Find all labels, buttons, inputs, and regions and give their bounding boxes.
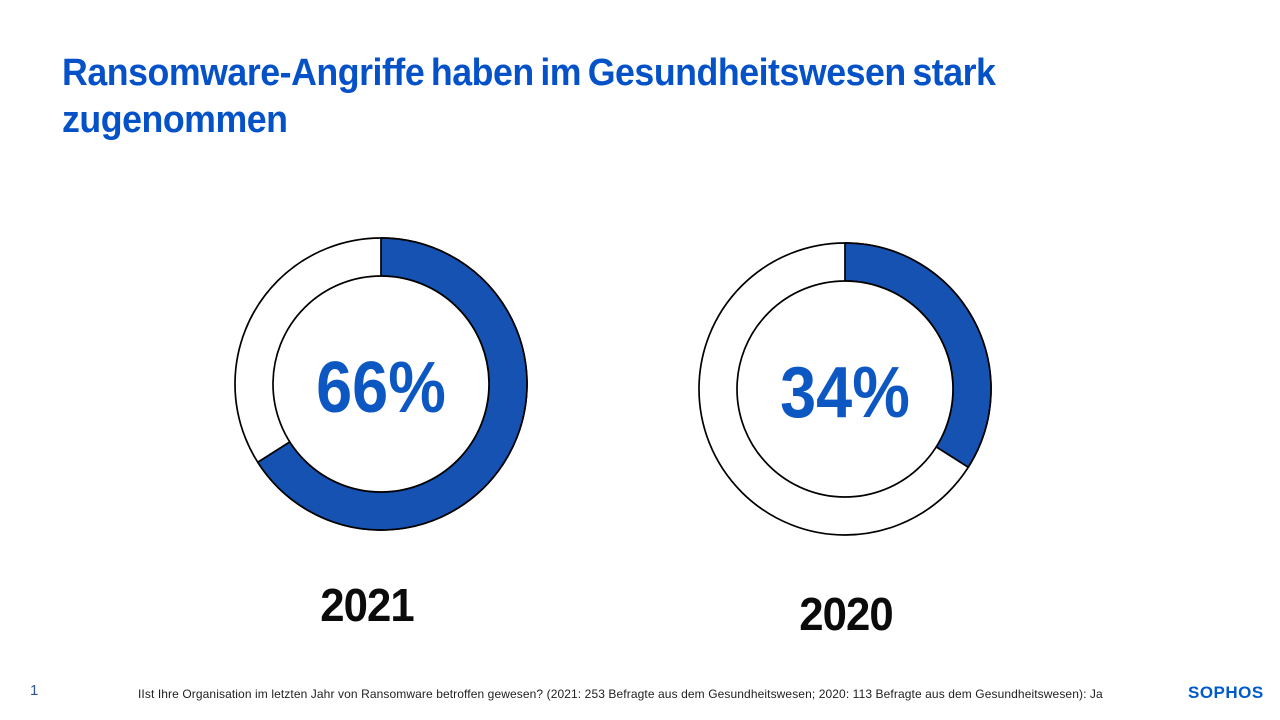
sophos-logo: SOPHOS — [1188, 683, 1264, 702]
donut-chart-2020: 34% — [695, 239, 995, 539]
page-title-line-1: Ransomware-Angriffe haben im Gesundheits… — [62, 52, 996, 94]
donut-ring-2020 — [698, 242, 992, 536]
year-label-2021: 2021 — [320, 579, 414, 631]
source-footnote: IIst Ihre Organisation im letzten Jahr v… — [138, 687, 1103, 701]
donut-chart-2021: 66% — [231, 234, 531, 534]
page-title-line-2: zugenommen — [62, 99, 288, 141]
year-label-2020: 2020 — [799, 588, 893, 640]
percent-value-2021: 66% — [316, 348, 446, 428]
percent-value-2020: 34% — [780, 353, 910, 433]
page-number: 1 — [30, 682, 39, 699]
page-title: Ransomware-Angriffe haben im Gesundheits… — [62, 50, 1143, 144]
donut-ring-2021 — [234, 237, 528, 531]
